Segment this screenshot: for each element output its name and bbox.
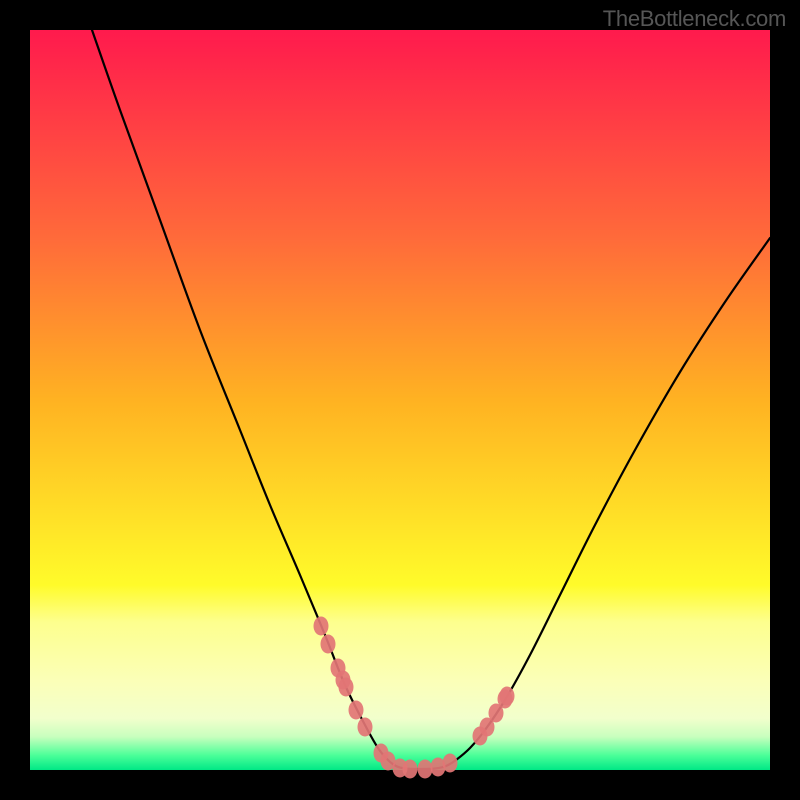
data-marker <box>500 687 515 706</box>
v-curve <box>92 30 770 769</box>
chart-container: TheBottleneck.com <box>0 0 800 800</box>
data-marker <box>339 678 354 697</box>
data-marker <box>418 760 433 779</box>
data-marker <box>314 617 329 636</box>
data-marker <box>349 701 364 720</box>
data-marker <box>321 635 336 654</box>
marker-group <box>314 617 515 779</box>
data-marker <box>443 754 458 773</box>
plot-area <box>30 30 770 770</box>
watermark-text: TheBottleneck.com <box>603 6 786 32</box>
curve-svg <box>30 30 770 770</box>
data-marker <box>403 760 418 779</box>
data-marker <box>358 718 373 737</box>
